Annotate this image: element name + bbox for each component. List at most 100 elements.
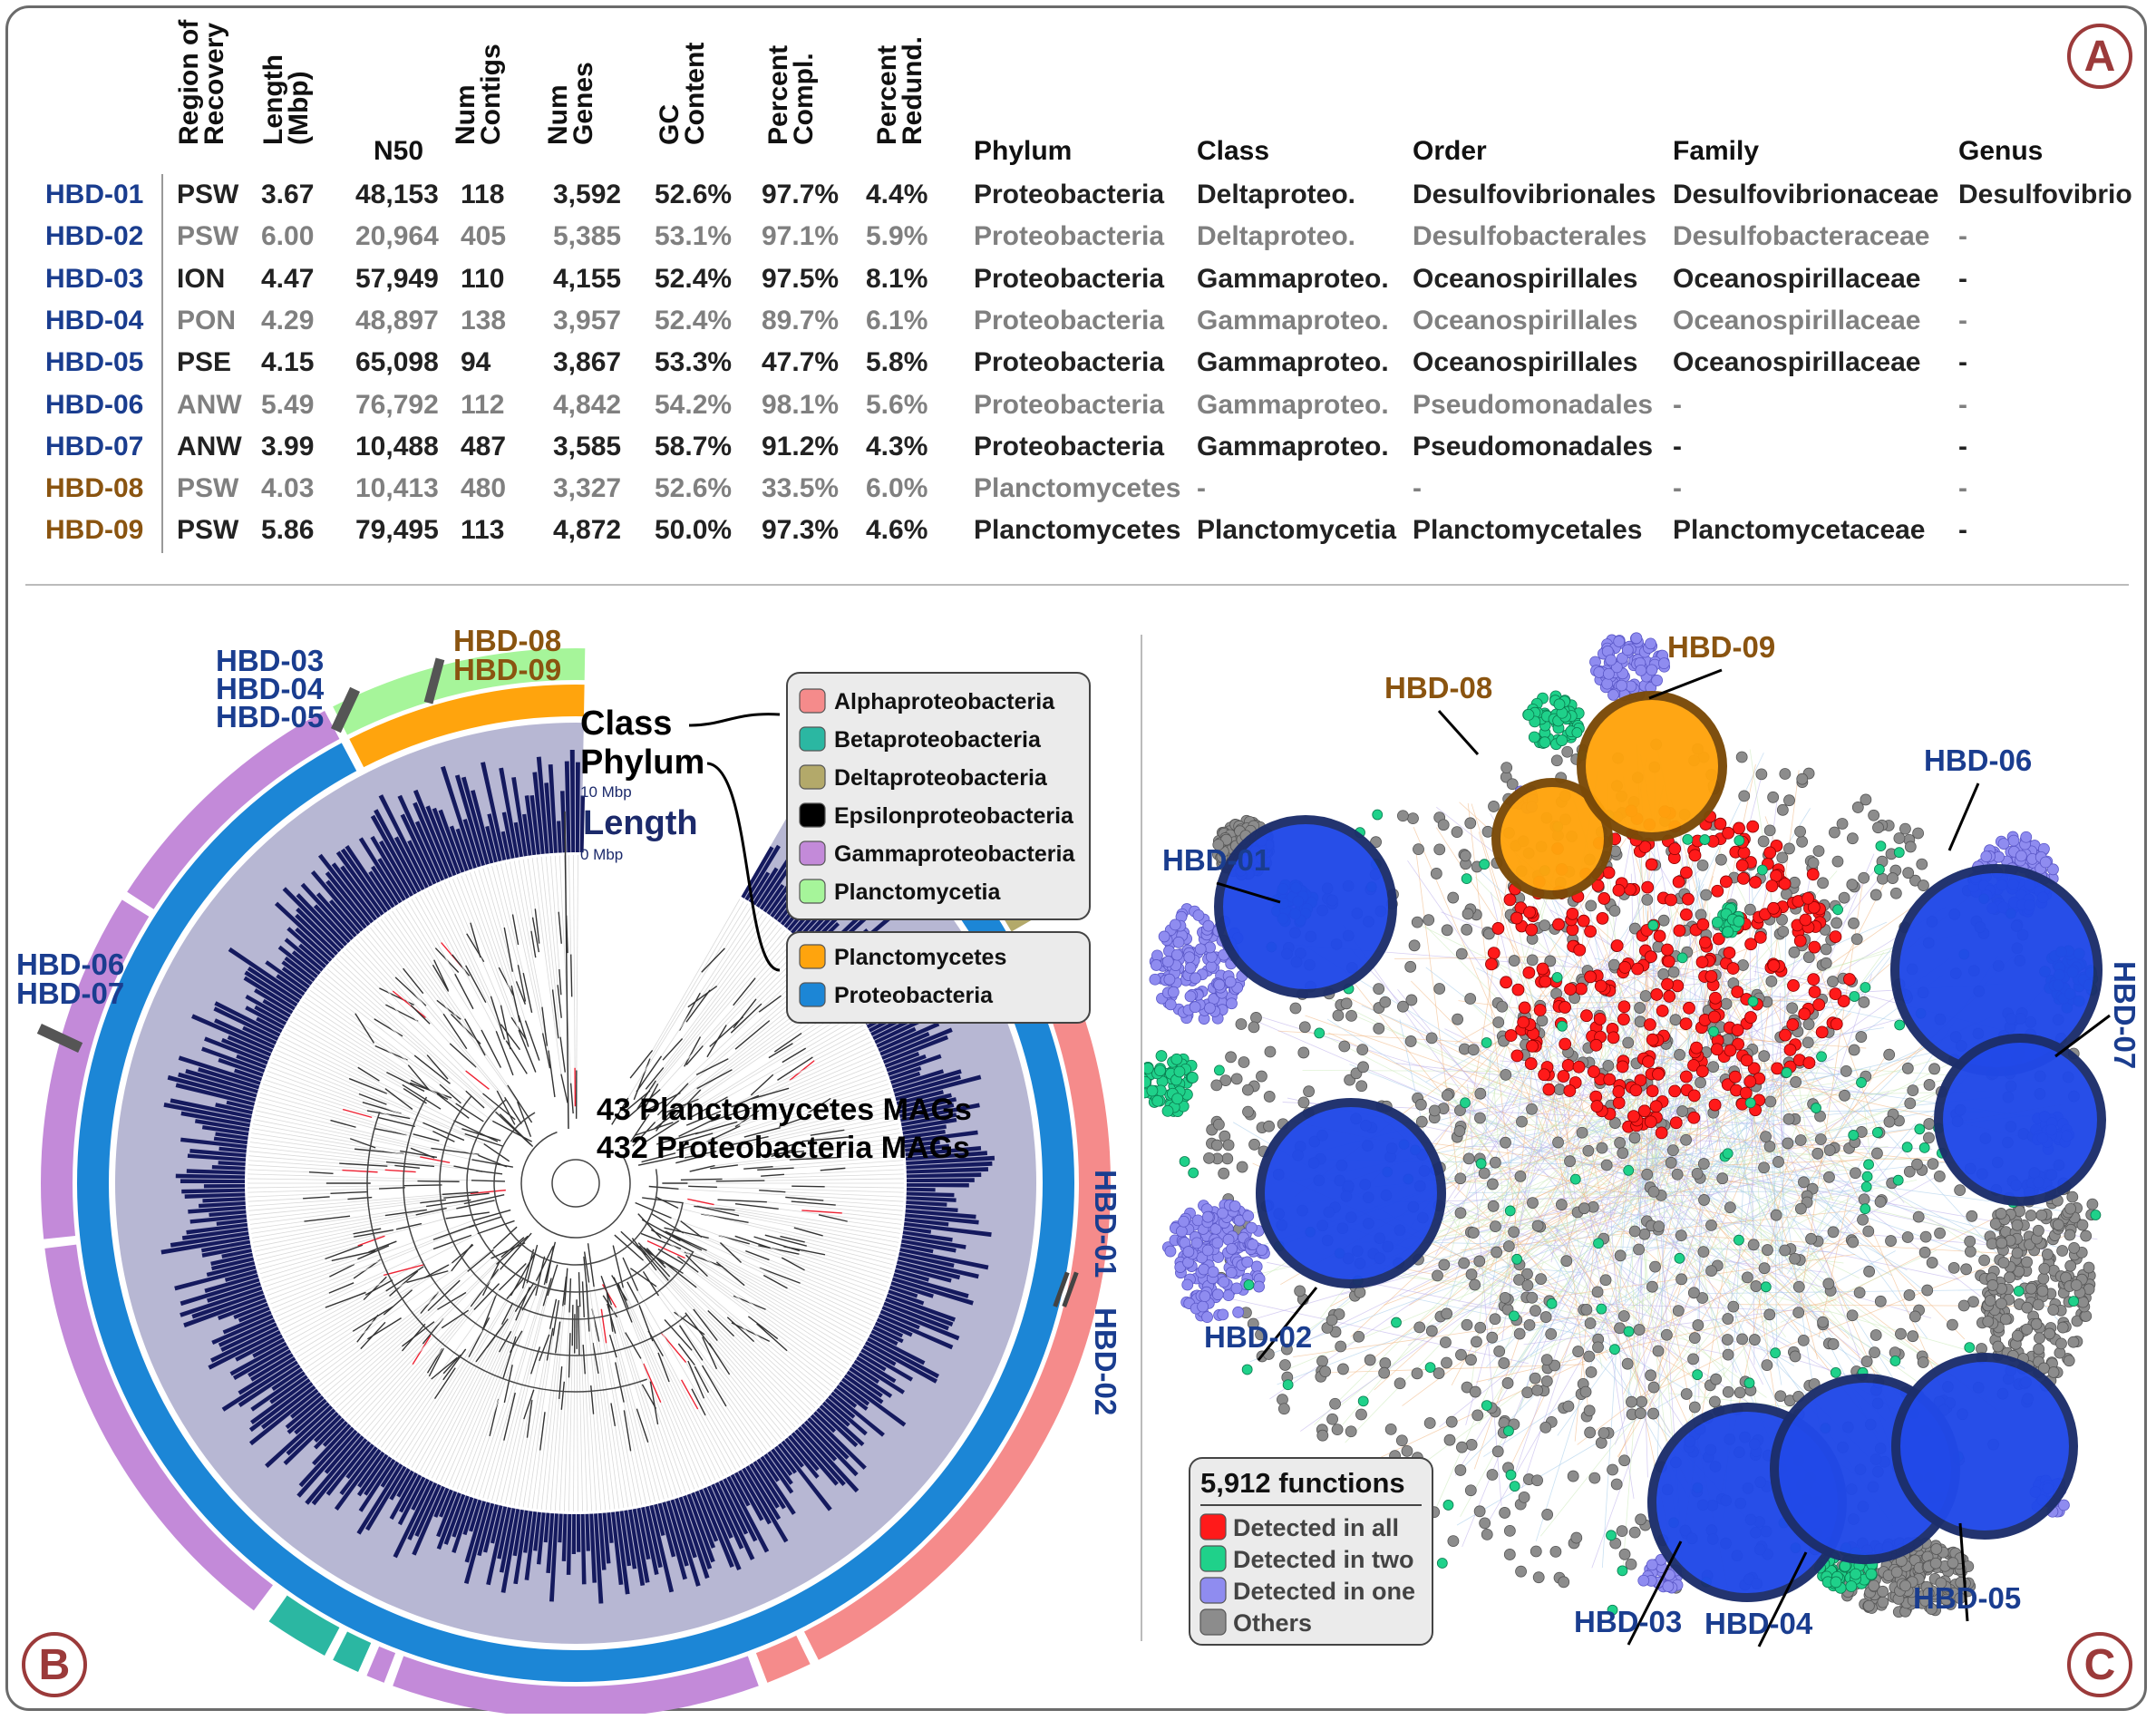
tree-guide [395,908,433,966]
tree-branch [437,1291,467,1310]
tree-guide [714,1045,874,1120]
tree-branch [471,1159,513,1168]
tree-branch [691,1388,706,1416]
tree-guide [252,1215,385,1239]
length-bar [228,947,303,1000]
network-edge [1844,1216,1966,1340]
tree-guide [518,860,532,931]
length-bar [906,1178,975,1183]
table-cell: 480 [461,473,507,504]
table-cell: Oceanospirillales [1413,263,1638,294]
length-bar [368,870,395,909]
node-other [1628,1225,1641,1238]
network-edge [1510,1134,1760,1304]
length-bar [569,749,576,853]
length-bar [748,871,771,903]
node-other [1479,1517,1491,1530]
node-other [1738,790,1751,802]
node-other [2025,1210,2037,1221]
tree-branch [339,1162,388,1167]
network-edge [1439,1356,1528,1428]
table-cell: 5.6% [866,389,928,420]
node-other [1820,957,1832,969]
length-bar [244,970,298,1007]
tree-branch [646,1120,680,1142]
tree-guide [270,1239,434,1305]
node-other [1776,913,1788,926]
node-other [1811,1147,1824,1160]
table-cell: Desulfobacterales [1413,221,1647,252]
tree-guide [527,1336,554,1509]
network-edge [1530,1169,1655,1357]
node-detected-all [1518,1001,1531,1015]
tree-guide [435,886,501,1025]
node-other [1526,1103,1538,1115]
tree-branch [526,1244,539,1284]
tree-guide [255,1233,354,1257]
node-detected-all [1744,938,1758,951]
tree-branch [734,1020,771,1050]
tree-branch [715,1261,745,1287]
tree-guide [643,1259,792,1431]
node-detected-one [1170,948,1183,961]
tree-guide [255,1110,472,1161]
phylum-legend-box [786,931,1091,1024]
table-cell: 3,957 [553,305,622,335]
length-bar [683,1495,713,1569]
node-other [1618,1548,1631,1560]
length-bar [471,790,494,864]
length-bar [767,1451,793,1485]
length-bar [389,1472,418,1521]
tree-branch [433,1367,456,1399]
network-edge [1467,1084,1502,1506]
node-other [1441,1307,1453,1320]
tree-branch [646,1092,681,1111]
tree-branch [782,1047,807,1064]
panel-label-b: B [22,1632,87,1697]
length-bar [532,772,545,854]
node-detected-one [1225,1267,1238,1278]
node-other [1675,1273,1688,1286]
length-bar [486,1506,508,1586]
tree-branch [734,1203,779,1210]
network-edge [1609,1200,1625,1420]
network-edge [1408,1124,1685,1237]
node-other [1530,1305,1541,1317]
tree-branch [517,965,527,1002]
tree-guide [248,1155,340,1164]
node-detected-one [1211,1288,1224,1301]
tree-guide [411,899,456,975]
node-other [1628,1526,1641,1539]
table-row: HBD-01 PSW 3.67 48,153 118 3,592 52.6% 97.7% 4.4… [36,180,2140,221]
legend-swatch [799,944,826,969]
node-other [1428,1104,1441,1117]
length-bar [485,825,498,863]
node-detected-all [1798,1007,1811,1021]
node-detected-one [1169,918,1181,931]
node-detected-two [1722,926,1734,938]
node-other [1667,966,1680,978]
tree-guide [286,1028,358,1068]
node-detected-all [1726,962,1740,975]
network-edge [1353,1015,1802,1203]
node-other [1922,1587,1935,1599]
length-bar [238,1307,270,1323]
table-cell: 4,842 [553,389,622,420]
node-other [1474,1112,1486,1124]
tree-guide [662,1356,724,1477]
tree-guide [321,1271,468,1392]
tree-guide [373,1373,428,1443]
tree-branch [629,1268,657,1288]
tree-guide [268,1066,364,1103]
tree-branch [750,1074,774,1096]
legend-swatch [799,802,826,828]
node-other [1553,1084,1566,1095]
tree-branch [534,909,540,944]
node-detected-all [1524,1057,1538,1070]
node-detected-one [1218,1276,1230,1288]
node-detected-all [1753,931,1767,944]
length-bar [905,1143,950,1152]
tree-guide [573,855,576,1068]
tree-guide [722,1173,904,1180]
tree-guide [509,1360,540,1505]
